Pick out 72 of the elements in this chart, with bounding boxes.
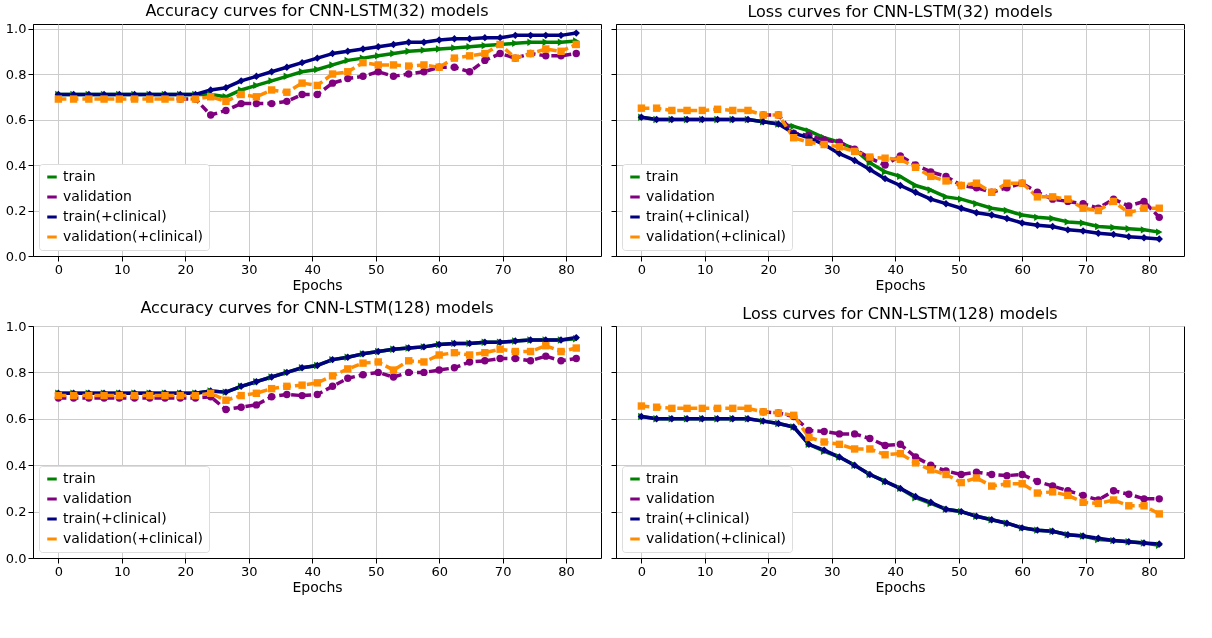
x-tick-label: 40: [887, 563, 905, 579]
x-tick-label: 20: [177, 261, 195, 277]
x-tick-label: 60: [431, 261, 448, 277]
x-tick-label: 10: [114, 563, 131, 579]
x-tick-label: 70: [1077, 261, 1095, 277]
y-tick-label: 0.8: [5, 66, 27, 82]
chart-title: Loss curves for CNN-LSTM(128) models: [742, 303, 1058, 323]
legend-label: validation(+clinical): [63, 530, 203, 546]
x-tick-label: 30: [824, 563, 841, 579]
legend-label: validation(+clinical): [63, 228, 203, 244]
legend-label: validation(+clinical): [646, 228, 786, 244]
x-axis-title: Epochs: [875, 578, 926, 595]
x-axis-title: Epochs: [292, 276, 343, 293]
y-tick-label: 0.8: [5, 364, 27, 380]
x-tick-label: 70: [494, 261, 512, 277]
x-tick-label: 30: [824, 261, 841, 277]
x-tick-label: 10: [114, 261, 131, 277]
y-tick-label: 0.2: [5, 504, 27, 520]
legend-label: train: [646, 470, 679, 486]
legend-label: train(+clinical): [646, 510, 750, 526]
x-tick-label: 0: [637, 563, 647, 579]
legend-label: validation: [63, 490, 132, 506]
x-tick-label: 10: [697, 261, 714, 277]
legend-label: validation: [646, 490, 715, 506]
x-tick-label: 60: [431, 563, 448, 579]
x-tick-label: 10: [697, 563, 714, 579]
x-tick-label: 40: [887, 261, 905, 277]
legend-label: train(+clinical): [63, 208, 167, 224]
x-tick-label: 0: [54, 261, 64, 277]
x-tick-label: 70: [494, 563, 512, 579]
x-tick-label: 20: [177, 563, 195, 579]
x-tick-label: 80: [558, 261, 575, 277]
chart-title: Accuracy curves for CNN-LSTM(32) models: [145, 0, 489, 20]
x-tick-label: 80: [1141, 261, 1158, 277]
x-tick-label: 60: [1014, 261, 1031, 277]
y-tick-label: 0.0: [5, 248, 27, 264]
x-tick-label: 80: [1141, 563, 1158, 579]
y-tick-label: 1.0: [5, 21, 27, 37]
x-tick-label: 60: [1014, 563, 1031, 579]
x-tick-label: 20: [760, 261, 778, 277]
y-tick-label: 0.4: [5, 457, 27, 473]
y-tick-label: 1.0: [5, 318, 27, 334]
x-tick-label: 50: [950, 563, 968, 579]
legend-label: train(+clinical): [646, 208, 750, 224]
legend-label: validation(+clinical): [646, 530, 786, 546]
chart-title: Loss curves for CNN-LSTM(32) models: [747, 2, 1053, 21]
y-tick-label: 0.0: [5, 550, 27, 566]
x-tick-label: 30: [241, 563, 258, 579]
x-tick-label: 50: [367, 261, 385, 277]
x-tick-label: 0: [54, 563, 64, 579]
x-axis-title: Epochs: [292, 578, 343, 595]
x-tick-label: 80: [558, 563, 575, 579]
x-tick-label: 40: [304, 261, 322, 277]
legend-label: train: [63, 168, 96, 184]
x-tick-label: 50: [950, 261, 968, 277]
chart-title: Accuracy curves for CNN-LSTM(128) models: [140, 298, 494, 317]
x-tick-label: 70: [1077, 563, 1095, 579]
legend-label: validation: [646, 188, 715, 204]
legend-label: validation: [63, 188, 132, 204]
y-tick-label: 0.4: [5, 157, 27, 173]
y-tick-label: 0.6: [5, 112, 27, 128]
x-tick-label: 0: [637, 261, 647, 277]
x-tick-label: 20: [760, 563, 778, 579]
x-tick-label: 30: [241, 261, 258, 277]
legend-label: train: [646, 168, 679, 184]
x-tick-label: 50: [367, 563, 385, 579]
y-tick-label: 0.6: [5, 411, 27, 427]
x-tick-label: 40: [304, 563, 322, 579]
legend-label: train(+clinical): [63, 510, 167, 526]
legend-label: train: [63, 470, 96, 486]
y-tick-label: 0.2: [5, 203, 27, 219]
x-axis-title: Epochs: [875, 276, 926, 293]
